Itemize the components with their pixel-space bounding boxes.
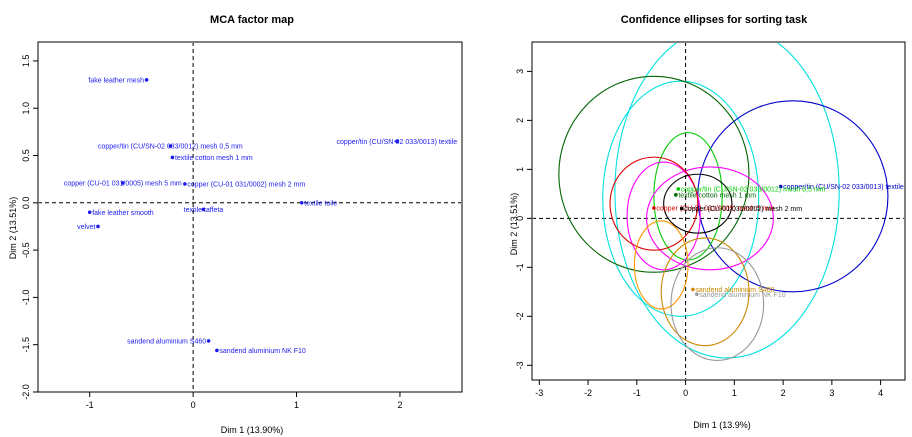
y-tick-label: 2 xyxy=(515,118,525,123)
point-label: copper (CU-01 031/0005) mesh 5 mm xyxy=(656,206,774,213)
x-tick-label: -3 xyxy=(535,388,543,398)
y-tick-label: 0.5 xyxy=(21,149,31,162)
y-axis-label: Dim 2 (13.51%) xyxy=(8,197,18,260)
confidence-ellipse xyxy=(602,80,760,317)
confidence-ellipse xyxy=(558,75,750,273)
x-axis-label: Dim 1 (13.90%) xyxy=(221,425,284,435)
y-tick-label: 1 xyxy=(515,167,525,172)
point-label: copper (CU-01 031/0002) mesh 2 mm xyxy=(684,206,802,213)
y-tick-label: 1.5 xyxy=(21,55,31,68)
y-tick-label: -1 xyxy=(515,263,525,271)
data-point xyxy=(674,193,678,197)
data-point xyxy=(395,139,399,144)
chart-title: Confidence ellipses for sorting task xyxy=(621,14,808,26)
point-label: textile cotton mesh 1 mm xyxy=(175,155,253,162)
confidence-ellipse xyxy=(670,247,765,361)
y-tick-label: -2 xyxy=(515,312,525,320)
y-axis-label: Dim 2 (13.51%) xyxy=(509,193,519,256)
data-point xyxy=(206,339,211,343)
point-label: copper (CU-01 031/0002) mesh 2 mm xyxy=(187,181,305,188)
plot-area: -3 -2 -1 0 1 2 3 4 -3 -2 -1 0 1 2 3 copper/tin (CU/SN-0… xyxy=(515,41,906,398)
data-point xyxy=(679,206,684,211)
point-label: textile taffeta xyxy=(184,207,224,214)
point-label: copper/tin (CU/SN-02 033/0012) mesh 0,5 … xyxy=(98,144,243,151)
y-tick-label: -3 xyxy=(515,361,525,369)
data-point xyxy=(96,224,100,229)
confidence-ellipse xyxy=(614,43,840,359)
point-label: sandend aluminium NK F10 xyxy=(219,348,305,355)
data-point xyxy=(201,207,206,212)
x-tick-label: 2 xyxy=(781,388,786,398)
point-label: textile toile xyxy=(304,200,337,207)
confidence-ellipse xyxy=(633,220,689,310)
point-label: fake leather smooth xyxy=(92,210,154,217)
plot-area: -1 0 1 2 -2.0 -1.5 -1.0 -0.5 0.0 0.5 1.0 1.5 fake le… xyxy=(21,41,463,410)
data-layer: copper/tin (CU/SN-02 033/0013) textileco… xyxy=(533,43,904,379)
x-tick-label: -1 xyxy=(86,400,94,410)
data-layer: fake leather mesh copper/tin (CU/SN-02 03… xyxy=(39,43,461,391)
data-point xyxy=(676,187,681,191)
data-point xyxy=(299,201,304,205)
confidence-ellipse xyxy=(626,161,701,271)
data-point xyxy=(87,210,92,215)
y-tick-label: -1.0 xyxy=(21,290,31,306)
point-label: copper/tin (CU/SN-02 033/0013) textile xyxy=(783,184,904,191)
chart-title: MCA factor map xyxy=(210,14,294,26)
data-point xyxy=(215,348,219,353)
point-label: sandend aluminium S460 xyxy=(695,287,774,294)
plot-frame xyxy=(37,41,463,393)
x-tick-label: 3 xyxy=(829,388,834,398)
y-tick-label: 1.0 xyxy=(21,102,31,115)
x-tick-label: 2 xyxy=(397,400,402,410)
y-tick-label: -0.5 xyxy=(21,242,31,258)
data-point xyxy=(121,181,125,185)
point-label: textile cotton mesh 1 mm xyxy=(678,192,756,199)
x-tick-label: 0 xyxy=(191,400,196,410)
point-label: copper/tin (CU/SN-02 033/0013) textile xyxy=(337,139,458,146)
point-label: velvet xyxy=(77,224,95,231)
y-tick-label: -2.0 xyxy=(21,384,31,400)
confidence-ellipses-panel: Confidence ellipses for sorting task Dim… xyxy=(509,14,906,430)
data-point xyxy=(170,155,175,160)
x-tick-label: 1 xyxy=(294,400,299,410)
x-tick-label: -2 xyxy=(584,388,592,398)
confidence-ellipse xyxy=(663,173,733,234)
point-label: copper (CU-01 031/0005) mesh 5 mm xyxy=(64,180,182,187)
data-point xyxy=(691,287,695,292)
confidence-ellipse xyxy=(660,237,750,347)
data-point xyxy=(695,292,699,297)
y-tick-label: 0.0 xyxy=(21,197,31,210)
data-point xyxy=(168,144,173,148)
y-tick-label: -1.5 xyxy=(21,337,31,353)
point-label: copper/tin (CU/SN-02 033/0012) mesh 0,5 … xyxy=(681,186,826,193)
confidence-ellipse xyxy=(646,166,774,271)
x-tick-label: 1 xyxy=(732,388,737,398)
x-tick-label: 4 xyxy=(878,388,883,398)
point-label: sandend aluminium S460 xyxy=(127,338,206,345)
x-axis-label: Dim 1 (13.9%) xyxy=(693,420,751,430)
data-point xyxy=(778,184,783,189)
confidence-ellipse xyxy=(609,156,699,251)
y-tick-label: 0 xyxy=(515,216,525,221)
point-label: sandend aluminium NK F10 xyxy=(699,292,785,299)
data-point xyxy=(183,182,187,186)
data-point xyxy=(144,78,149,82)
mca-factor-map-panel: MCA factor map Dim 1 (13.90%) Dim 2 (13.… xyxy=(8,14,463,435)
x-tick-label: 0 xyxy=(683,388,688,398)
y-tick-label: 3 xyxy=(515,69,525,74)
data-point xyxy=(652,206,656,210)
point-label: fake leather mesh xyxy=(88,77,144,84)
x-tick-label: -1 xyxy=(633,388,641,398)
